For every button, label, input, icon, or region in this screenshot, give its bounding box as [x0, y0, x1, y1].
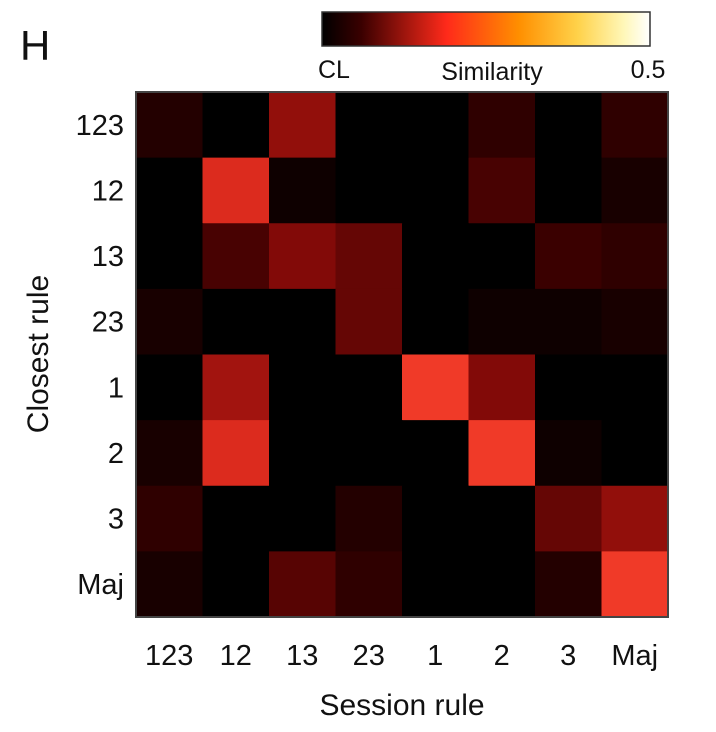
heatmap-cell-Maj-Maj — [601, 551, 669, 618]
heatmap-cell-123-23 — [335, 92, 403, 159]
heatmap-cell-3-123 — [136, 485, 204, 552]
heatmap-cell-Maj-123 — [136, 551, 204, 618]
heatmap-cell-123-3 — [535, 92, 603, 159]
x-tick-label: 2 — [494, 640, 510, 672]
heatmap-cell-2-1 — [402, 420, 470, 487]
x-tick-label: 123 — [145, 640, 193, 672]
heatmap-cell-123-123 — [136, 92, 204, 159]
colorbar-max-label: 0.5 — [631, 56, 666, 84]
heatmap-cell-23-13 — [269, 288, 337, 356]
y-axis-label: Closest rule — [22, 275, 55, 433]
heatmap-cell-23-Maj — [601, 288, 669, 356]
y-tick-label: 23 — [92, 307, 124, 339]
heatmap-cell-Maj-13 — [269, 551, 337, 618]
plot-frame — [135, 91, 669, 618]
colorbar-title: Similarity — [441, 58, 543, 86]
y-tick-label: 13 — [92, 241, 124, 273]
heatmap-cell-3-3 — [535, 485, 603, 552]
heatmap-cell-1-23 — [335, 354, 403, 421]
colorbar-min-label: CL — [318, 56, 350, 84]
y-tick-label: 3 — [108, 504, 124, 536]
heatmap-cell-2-23 — [335, 420, 403, 487]
heatmap-cell-2-2 — [468, 420, 536, 487]
y-tick-label: 2 — [108, 438, 124, 470]
heatmap-cell-Maj-3 — [535, 551, 603, 618]
panel-label: H — [20, 22, 50, 69]
heatmap-cell-1-2 — [468, 354, 536, 421]
heatmap-cell-12-13 — [269, 157, 337, 224]
x-axis-label: Session rule — [319, 689, 484, 722]
heatmap-cell-13-2 — [468, 223, 536, 290]
heatmap-cell-2-12 — [202, 420, 270, 487]
heatmap-cell-23-123 — [136, 288, 204, 356]
heatmap-cell-13-23 — [335, 223, 403, 290]
heatmap-cell-13-13 — [269, 223, 337, 290]
heatmap-cell-13-1 — [402, 223, 470, 290]
y-tick-label: Maj — [77, 569, 124, 601]
y-tick-label: 1 — [108, 372, 124, 404]
heatmap-cell-3-1 — [402, 485, 470, 552]
heatmap-cell-Maj-12 — [202, 551, 270, 618]
heatmap-cell-123-13 — [269, 92, 337, 159]
heatmap-cell-1-3 — [535, 354, 603, 421]
heatmap-cell-13-12 — [202, 223, 270, 290]
heatmap-cell-12-123 — [136, 157, 204, 224]
heatmap-cells — [136, 92, 669, 618]
heatmap-cell-123-1 — [402, 92, 470, 159]
heatmap-cell-123-2 — [468, 92, 536, 159]
heatmap-cell-3-23 — [335, 485, 403, 552]
heatmap-cell-2-123 — [136, 420, 204, 487]
heatmap-cell-2-Maj — [601, 420, 669, 487]
y-tick-label: 123 — [76, 110, 124, 142]
heatmap-cell-123-Maj — [601, 92, 669, 159]
heatmap-cell-1-Maj — [601, 354, 669, 421]
x-tick-label: 3 — [560, 640, 576, 672]
heatmap-cell-13-Maj — [601, 223, 669, 290]
heatmap-cell-23-1 — [402, 288, 470, 356]
heatmap-cell-13-3 — [535, 223, 603, 290]
x-tick-label: 12 — [220, 640, 252, 672]
heatmap-cell-Maj-2 — [468, 551, 536, 618]
heatmap-cell-23-3 — [535, 288, 603, 356]
heatmap-cell-12-23 — [335, 157, 403, 224]
heatmap-cell-23-2 — [468, 288, 536, 356]
heatmap-cell-12-12 — [202, 157, 270, 224]
heatmap-cell-23-23 — [335, 288, 403, 356]
heatmap-cell-3-12 — [202, 485, 270, 552]
heatmap-cell-12-2 — [468, 157, 536, 224]
heatmap-cell-12-1 — [402, 157, 470, 224]
heatmap-cell-13-123 — [136, 223, 204, 290]
x-tick-label: 23 — [353, 640, 385, 672]
x-tick-label: 1 — [427, 640, 443, 672]
heatmap-cell-3-Maj — [601, 485, 669, 552]
x-tick-labels: 123 12 13 23 1 2 3 Maj — [145, 640, 658, 672]
heatmap-cell-23-12 — [202, 288, 270, 356]
y-tick-label: 12 — [92, 175, 124, 207]
heatmap-cell-1-13 — [269, 354, 337, 421]
heatmap-cell-3-2 — [468, 485, 536, 552]
heatmap-cell-123-12 — [202, 92, 270, 159]
x-tick-label: Maj — [611, 640, 658, 672]
heatmap-cell-3-13 — [269, 485, 337, 552]
x-tick-label: 13 — [286, 640, 318, 672]
heatmap-cell-12-Maj — [601, 157, 669, 224]
heatmap-cell-1-123 — [136, 354, 204, 421]
heatmap-cell-1-12 — [202, 354, 270, 421]
heatmap-cell-12-3 — [535, 157, 603, 224]
heatmap-cell-1-1 — [402, 354, 470, 421]
colorbar: CL Similarity 0.5 — [318, 11, 666, 86]
heatmap-cell-2-13 — [269, 420, 337, 487]
heatmap-cell-2-3 — [535, 420, 603, 487]
heatmap-cell-Maj-23 — [335, 551, 403, 618]
colorbar-gradient — [321, 11, 651, 47]
heatmap-cell-Maj-1 — [402, 551, 470, 618]
